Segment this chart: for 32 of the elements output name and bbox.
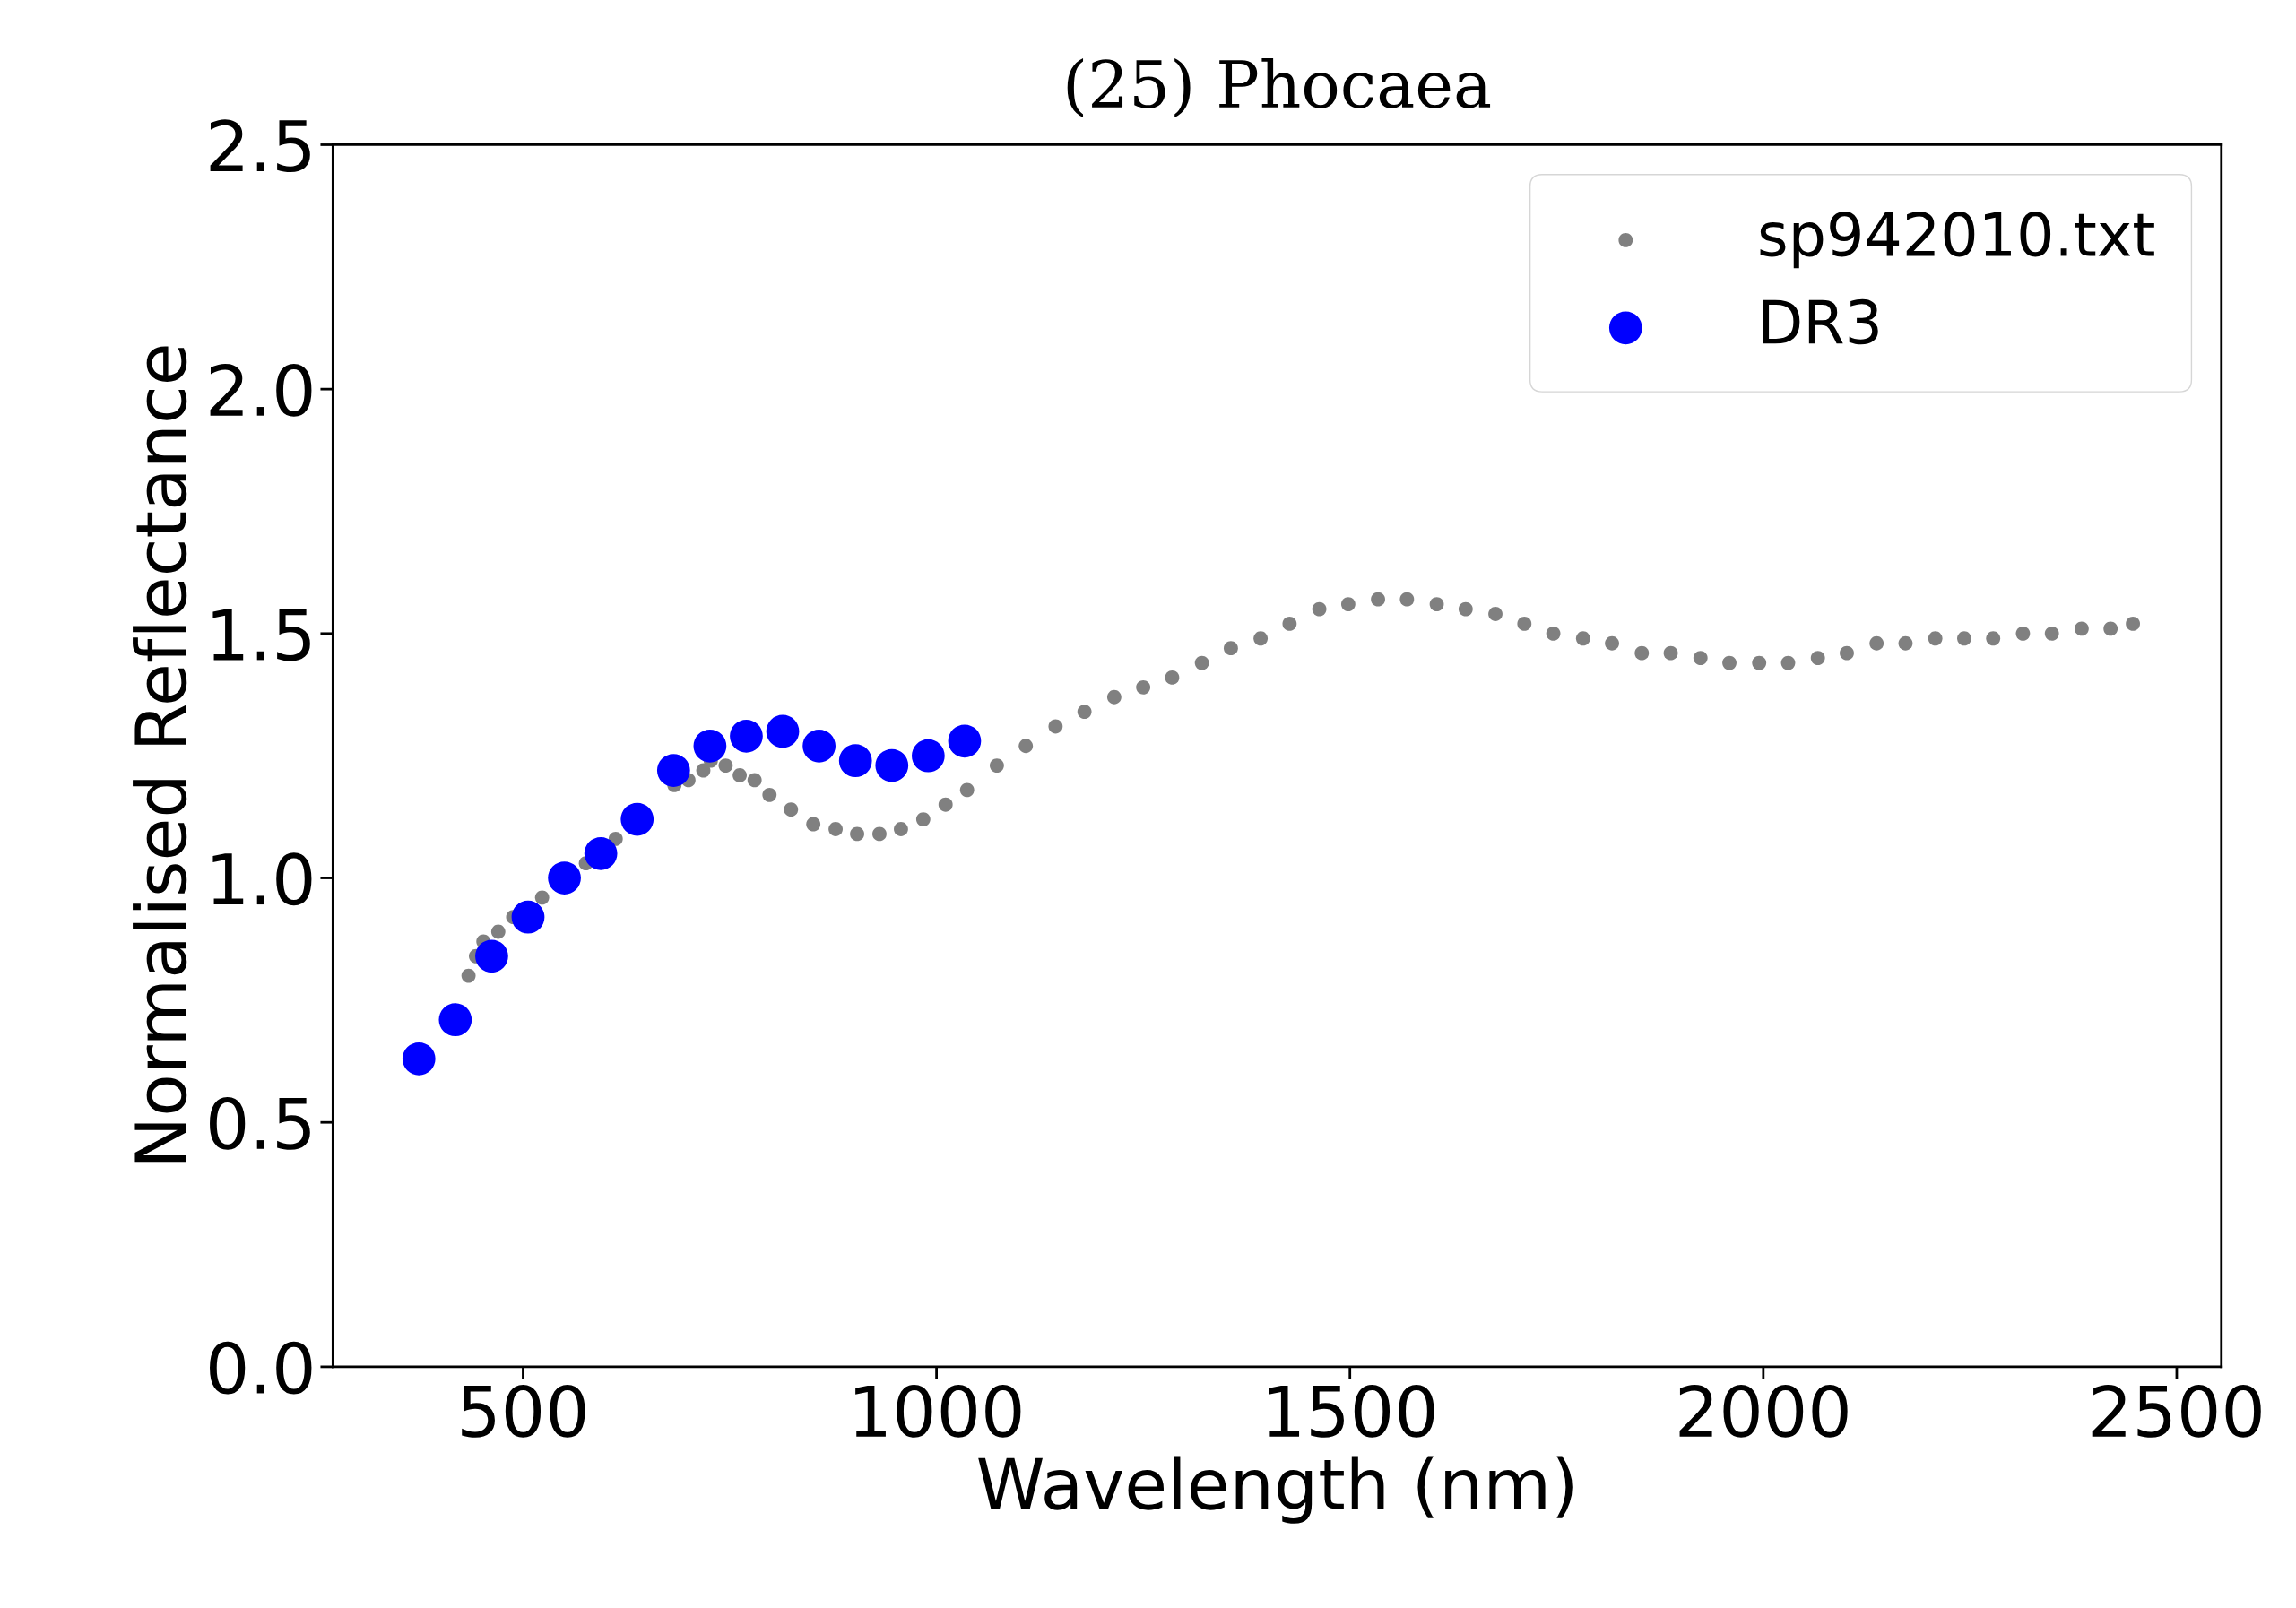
point	[548, 861, 581, 895]
legend-label: DR3	[1763, 298, 1878, 345]
y-tick-label: 1.5	[212, 609, 310, 661]
y-tick-label: 0.0	[210, 1341, 312, 1395]
point	[511, 900, 545, 934]
y-axis-title: Normalised Reflectance	[133, 346, 187, 1163]
x-tick-label: 1500	[1269, 1385, 1434, 1438]
y-tick-label: 1.0	[212, 852, 312, 906]
y-tick-label: 0.5	[210, 1097, 310, 1150]
x-tick-label: 500	[462, 1385, 585, 1438]
point	[656, 754, 690, 787]
point	[911, 739, 945, 773]
point	[730, 719, 763, 753]
point	[620, 802, 654, 836]
x-axis-title: Wavelength (nm)	[978, 1456, 1573, 1524]
x-tick-label: 2000	[1679, 1385, 1848, 1438]
x-tick-label: 2500	[2092, 1385, 2261, 1438]
x-tick-label: 1000	[855, 1385, 1021, 1438]
point	[875, 748, 909, 782]
legend-label: sp942010.txt	[1760, 211, 2154, 269]
point	[438, 1003, 472, 1037]
y-tick-label: 2.5	[210, 119, 310, 173]
point	[766, 714, 800, 748]
point	[693, 729, 727, 763]
chart-title: (25) Phocaea	[1067, 57, 1491, 118]
point	[802, 729, 836, 763]
point	[838, 744, 872, 778]
point	[948, 724, 982, 758]
point	[584, 836, 618, 870]
point	[475, 939, 508, 973]
y-tick-label: 2.0	[210, 363, 312, 417]
point	[402, 1042, 436, 1076]
